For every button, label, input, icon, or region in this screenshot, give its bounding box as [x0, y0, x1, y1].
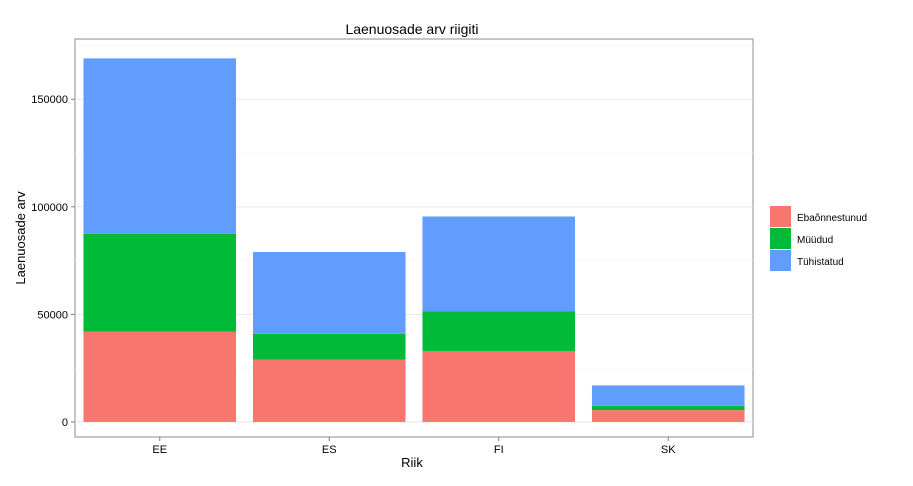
legend: Ebaõnnestunud Müüdud Tühistatud	[770, 206, 867, 271]
y-axis: 0 50000 100000 150000	[31, 94, 75, 429]
legend-label: Tühistatud	[797, 257, 844, 268]
bar-ee	[83, 331, 237, 422]
y-tick-label: 50000	[37, 309, 68, 321]
bar-fi	[422, 311, 576, 351]
x-tick-label: FI	[494, 444, 504, 456]
bar-es	[252, 333, 406, 360]
x-axis: EE ES FI SK	[152, 437, 676, 456]
bar-fi	[422, 350, 576, 422]
bar-es	[252, 251, 406, 334]
legend-key	[770, 206, 791, 227]
bar-sk	[591, 405, 745, 411]
x-axis-title: Riik	[401, 455, 423, 470]
legend-label: Müüdud	[797, 235, 833, 246]
bars	[83, 58, 745, 422]
legend-key	[770, 250, 791, 271]
bar-es	[252, 359, 406, 422]
x-tick-label: ES	[322, 444, 337, 456]
legend-key	[770, 228, 791, 249]
bar-sk	[591, 410, 745, 422]
y-tick-label: 0	[62, 417, 68, 429]
bar-sk	[591, 385, 745, 406]
bar-fi	[422, 216, 576, 312]
legend-label: Ebaõnnestunud	[797, 213, 867, 224]
x-tick-label: SK	[661, 444, 676, 456]
y-tick-label: 100000	[31, 202, 68, 214]
y-axis-title: Laenuosade arv	[13, 191, 28, 285]
bar-ee	[83, 233, 237, 332]
y-tick-label: 150000	[31, 94, 68, 106]
bar-ee	[83, 58, 237, 234]
x-tick-label: EE	[152, 444, 167, 456]
chart-title: Laenuosade arv riigiti	[345, 21, 478, 37]
